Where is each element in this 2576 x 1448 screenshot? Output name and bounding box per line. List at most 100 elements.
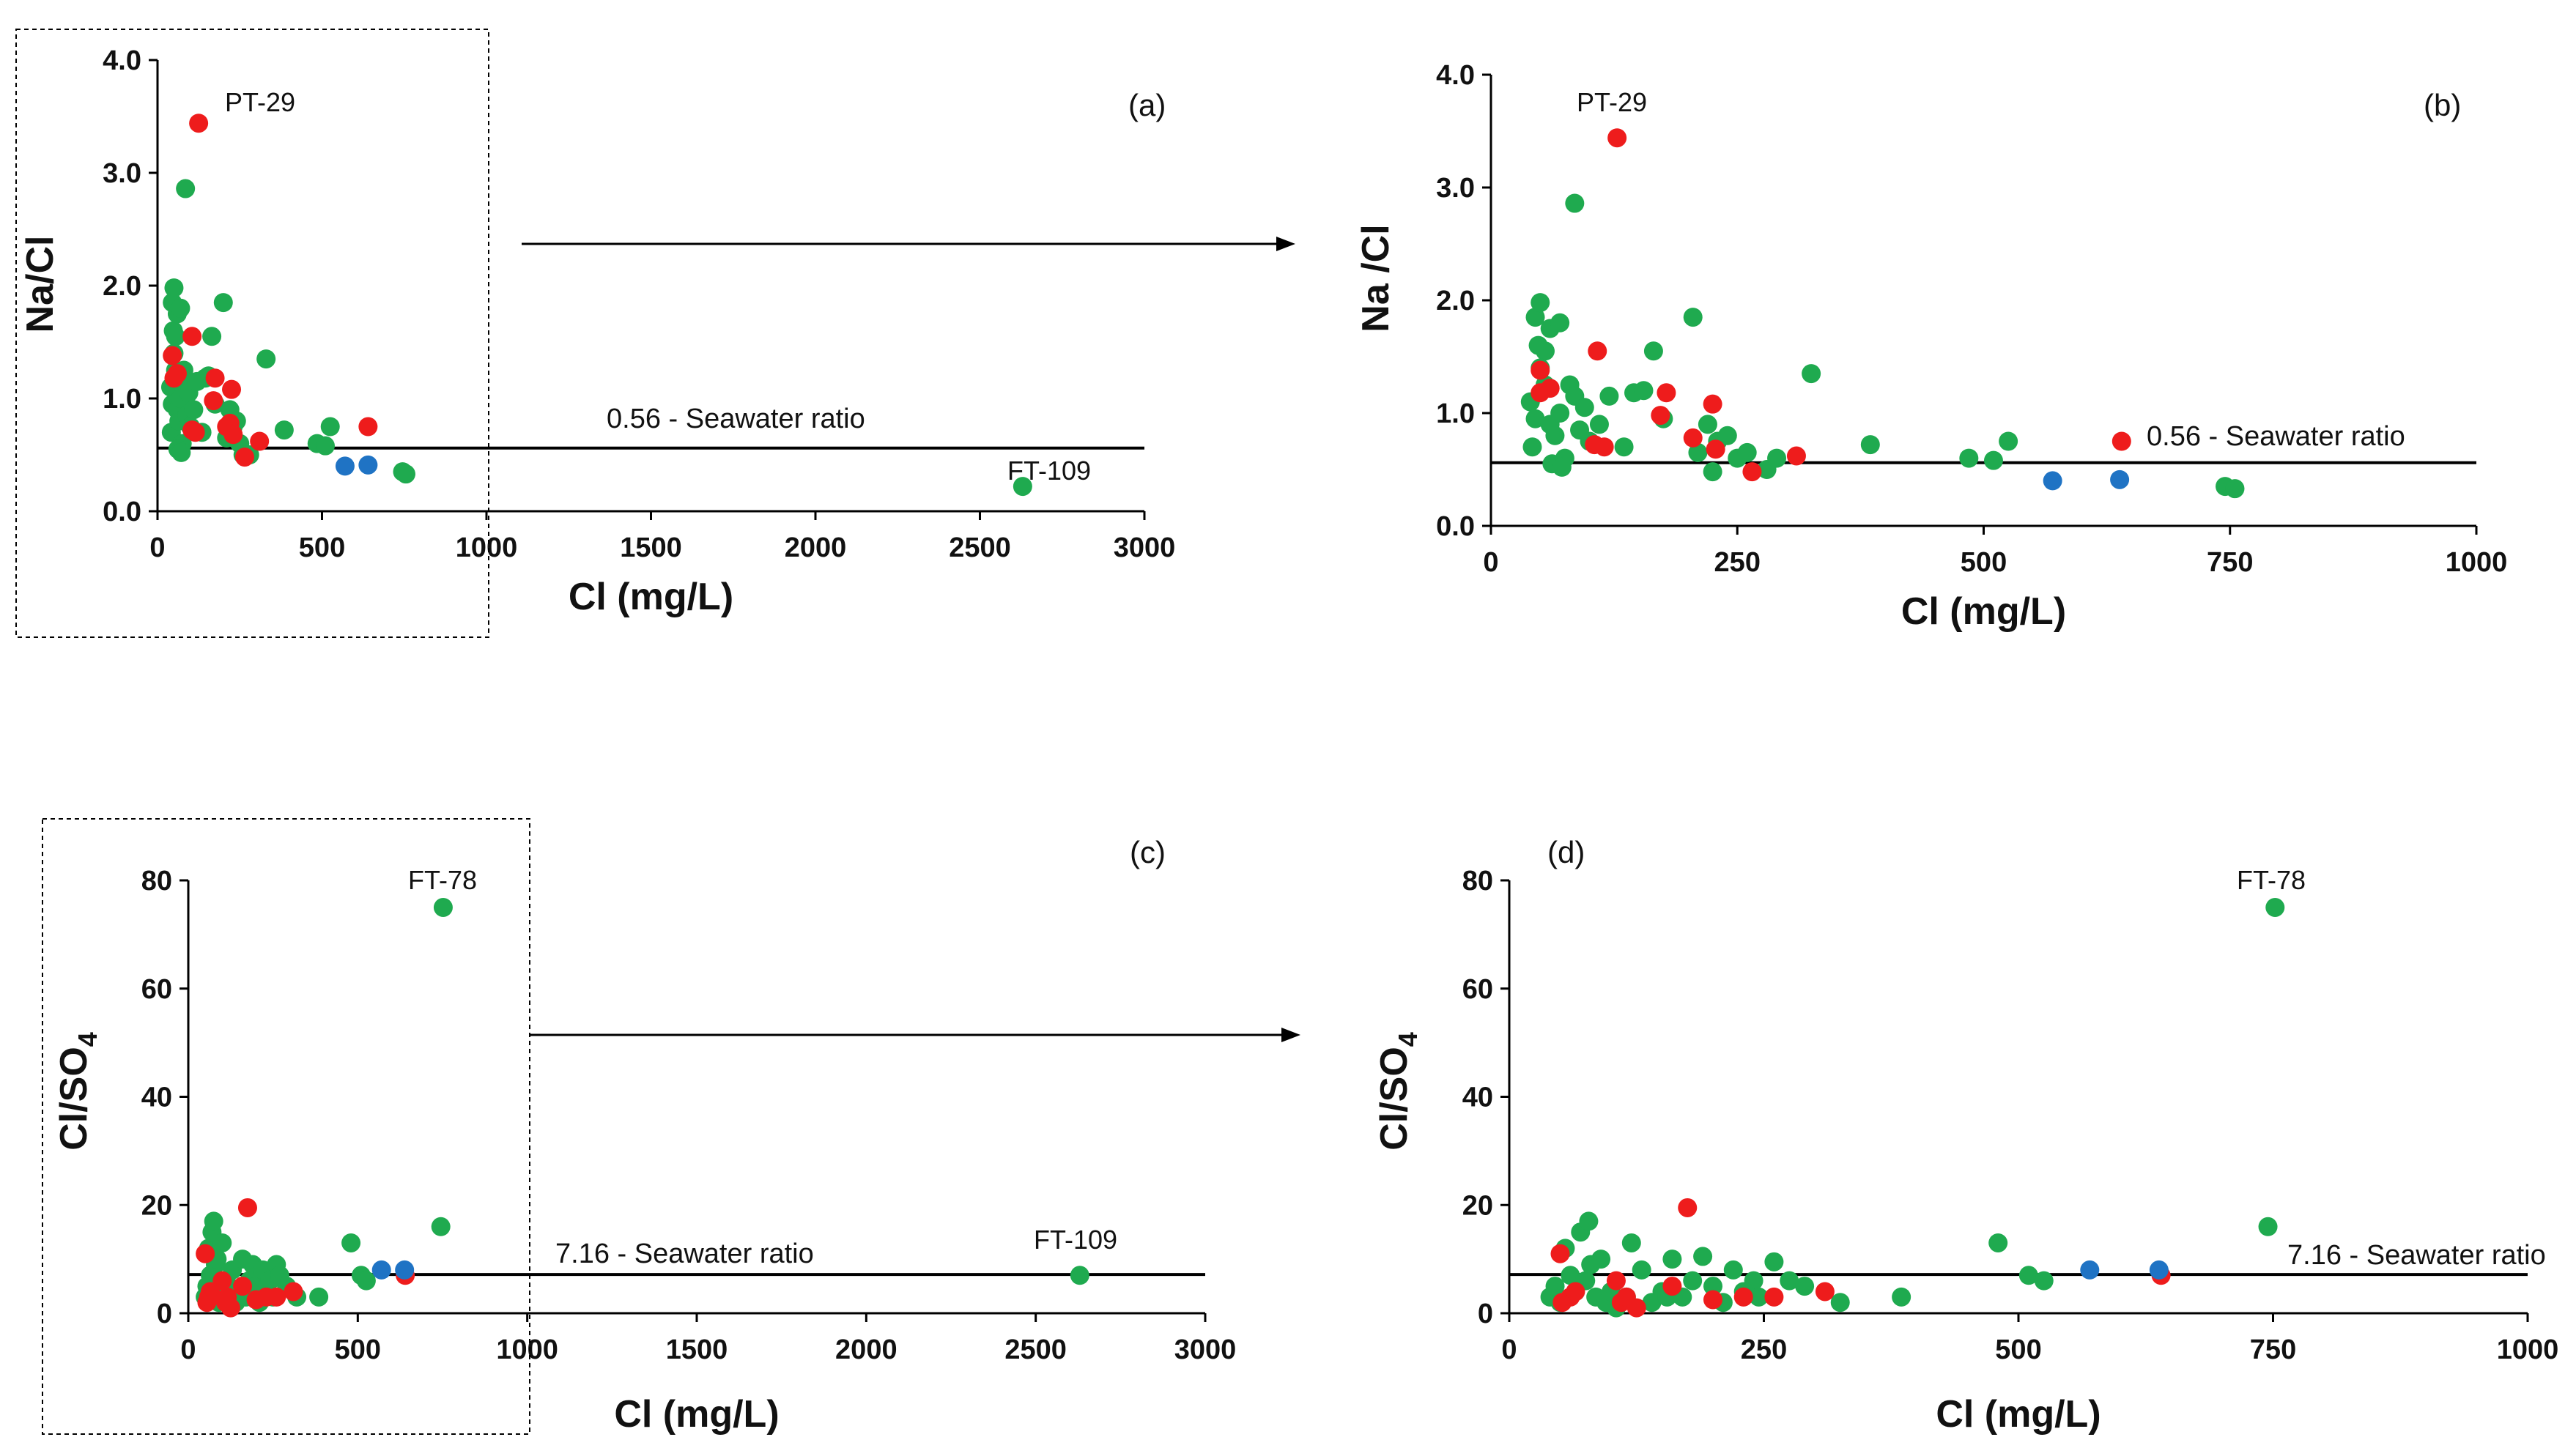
data-point-red: [1550, 1244, 1570, 1263]
data-point-red: [1662, 1277, 1682, 1296]
x-tick-label: 0: [1501, 1334, 1517, 1365]
data-point-green: [1579, 1211, 1599, 1231]
data-point-green: [1683, 1271, 1703, 1291]
data-point-green: [1621, 1233, 1641, 1252]
data-point-red: [1594, 437, 1614, 457]
data-point-red: [2111, 431, 2131, 451]
data-point-red: [1657, 383, 1676, 403]
data-point-blue: [395, 1260, 415, 1280]
data-point-red: [189, 114, 209, 133]
data-point-green: [1643, 341, 1663, 361]
data-point-red: [163, 346, 182, 365]
x-tick-label: 0: [149, 532, 165, 563]
data-point-green: [1614, 437, 1634, 457]
data-point-red: [182, 327, 202, 346]
data-point-green: [1561, 1266, 1580, 1285]
data-point-green: [1830, 1293, 1850, 1313]
data-point-green: [1698, 415, 1717, 434]
data-point-green: [256, 349, 276, 369]
seawater-ratio-label: 0.56 - Seawater ratio: [2147, 421, 2405, 452]
seawater-ratio-label: 7.16 - Seawater ratio: [555, 1239, 814, 1269]
x-tick-label: 500: [1995, 1334, 2041, 1365]
y-tick-label: 4.0: [103, 45, 141, 76]
data-point-red: [1626, 1298, 1646, 1318]
data-point-red: [233, 1277, 253, 1296]
data-point-green: [1683, 308, 1703, 327]
data-point-red: [1683, 428, 1703, 448]
data-point-green: [2265, 897, 2285, 917]
data-point-green: [1550, 313, 1570, 333]
panel-label: (b): [2424, 88, 2461, 122]
data-point-green: [1860, 435, 1880, 455]
data-point-green: [1693, 1247, 1713, 1266]
data-point-green: [315, 436, 335, 456]
data-point-red: [205, 368, 225, 388]
data-point-red: [1540, 379, 1560, 398]
data-point-blue: [371, 1260, 391, 1280]
data-point-green: [164, 278, 184, 298]
x-tick-label: 1000: [496, 1334, 558, 1365]
data-point-green: [213, 293, 233, 313]
x-tick-label: 250: [1741, 1334, 1787, 1365]
y-tick-label: 60: [1462, 974, 1493, 1005]
data-point-red: [250, 431, 270, 451]
data-point-green: [184, 400, 204, 420]
data-point-blue: [2149, 1260, 2169, 1280]
data-point-red: [1651, 406, 1670, 426]
point-annotation: FT-109: [1034, 1225, 1117, 1255]
y-tick-label: 40: [1462, 1083, 1493, 1113]
x-tick-label: 1500: [620, 532, 682, 563]
data-point-green: [202, 327, 222, 346]
point-annotation: FT-109: [1007, 456, 1091, 486]
x-tick-label: 1500: [666, 1334, 728, 1365]
y-axis-label-subscript: 4: [1393, 1032, 1423, 1047]
x-tick-label: 1000: [456, 532, 518, 563]
x-axis-label: Cl (mg/L): [569, 576, 733, 618]
data-point-green: [431, 1217, 451, 1236]
x-tick-label: 1000: [2446, 547, 2508, 578]
data-point-blue: [335, 456, 355, 476]
chart-panel-b: 0.0 1.0 2.0 3.0 4.0 0 250 500 750 1000 Cl (mg/L) Na…: [1355, 60, 2507, 633]
data-point-green: [309, 1287, 329, 1307]
data-point-red: [237, 1198, 257, 1217]
data-point-green: [1737, 442, 1757, 462]
data-point-green: [176, 179, 196, 198]
data-point-red: [1678, 1198, 1698, 1217]
seawater-ratio-label: 7.16 - Seawater ratio: [2287, 1240, 2546, 1271]
panel-label: (d): [1547, 835, 1585, 869]
y-tick-label: 80: [141, 866, 172, 896]
data-point-green: [204, 1211, 223, 1231]
data-point-red: [1786, 446, 1806, 466]
data-point-green: [1552, 457, 1572, 477]
y-tick-label: 1.0: [1436, 398, 1475, 429]
data-point-red: [1588, 341, 1607, 361]
data-point-red: [185, 423, 205, 442]
data-point-green: [433, 897, 453, 917]
y-axis-label: Cl/SO4: [1373, 1032, 1423, 1151]
x-tick-label: 2000: [785, 532, 847, 563]
data-point-green: [1688, 442, 1708, 462]
data-point-red: [1733, 1287, 1753, 1307]
data-point-green: [1988, 1233, 2008, 1252]
point-annotation: PT-29: [225, 87, 295, 117]
point-annotation: FT-78: [2237, 865, 2306, 895]
point-annotation: FT-78: [408, 865, 477, 895]
y-tick-label: 20: [141, 1190, 172, 1221]
chart-panel-a: 0.0 1.0 2.0 3.0 4.0 0 500 1000 1500 2000 2500 3000 C…: [19, 45, 1175, 618]
data-point-green: [1632, 1260, 1651, 1280]
data-point-green: [1589, 415, 1609, 434]
x-tick-label: 750: [2207, 547, 2253, 578]
data-point-red: [1607, 128, 1627, 148]
data-point-red: [358, 417, 378, 437]
data-point-green: [1662, 1250, 1682, 1269]
data-point-blue: [358, 455, 378, 475]
data-point-green: [1525, 308, 1545, 327]
x-tick-label: 3000: [1114, 532, 1176, 563]
data-point-green: [171, 442, 191, 462]
data-point-blue: [2080, 1260, 2100, 1280]
data-point-green: [274, 420, 294, 440]
data-point-green: [1749, 1287, 1769, 1307]
data-point-red: [1566, 1282, 1585, 1302]
x-tick-label: 1000: [2497, 1334, 2559, 1365]
data-point-blue: [2043, 471, 2062, 491]
